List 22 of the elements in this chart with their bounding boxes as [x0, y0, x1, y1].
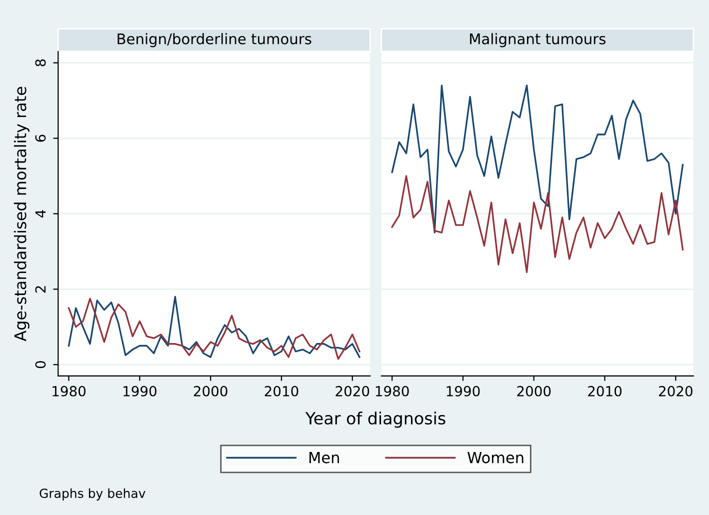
chart-title: Benign/borderline tumours	[118, 33, 312, 48]
y-tick-label: 4	[35, 210, 46, 218]
x-axis-title: Year of diagnosis	[305, 412, 446, 428]
x-tick-label: 2020	[336, 386, 370, 396]
y-tick-label: 6	[35, 134, 46, 142]
y-tick-label: 8	[35, 59, 46, 66]
x-tick-label: 2000	[194, 386, 228, 396]
x-tick-label: 1980	[376, 386, 409, 396]
chart-title: Malignant tumours	[470, 33, 606, 48]
y-tick-label: 2	[35, 286, 46, 293]
x-tick-label: 1980	[52, 386, 86, 396]
legend-label: Men	[309, 452, 339, 464]
x-tick-label: 2010	[588, 386, 622, 396]
text: Graphs by behav	[40, 488, 146, 500]
x-tick-label: 2020	[659, 386, 692, 396]
legend-label: Women	[468, 452, 524, 464]
x-tick-label: 2000	[517, 386, 551, 396]
x-tick-label: 1990	[446, 386, 480, 396]
x-tick-label: 1990	[124, 386, 156, 396]
x-tick-label: 2010	[264, 386, 298, 396]
y-axis-title: Age-standardised mortality rate	[14, 86, 30, 342]
y-tick-label: 0	[35, 361, 46, 368]
